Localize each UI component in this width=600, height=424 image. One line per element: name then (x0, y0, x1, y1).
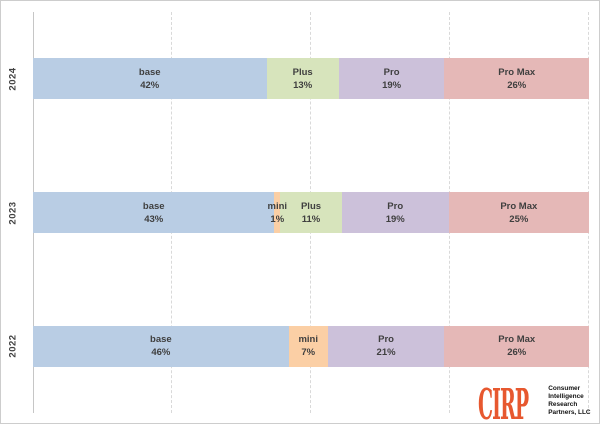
cirp-logo-text: Consumer Intelligence Research Partners,… (549, 385, 591, 417)
plot-area: base 42% Plus 13% Pro 19% Pro Max 26% base 43% min… (33, 12, 589, 413)
segment-value: 43% (144, 213, 164, 225)
cirp-logo-text-line: Partners, LLC (548, 409, 591, 416)
segment-value: 7% (301, 347, 316, 359)
segment-label: Pro 21% (377, 333, 396, 359)
segment-label: Pro Max 26% (498, 333, 535, 359)
cirp-logo-text-line: Research (548, 401, 578, 408)
segment-name: mini (267, 200, 288, 212)
segment-name: Pro (387, 200, 404, 212)
segment-label: mini 7% (298, 333, 318, 359)
segment-label: base 42% (139, 66, 161, 92)
segment-name: Pro (383, 66, 400, 78)
bar-row-2023: base 43% mini 1% Plus 11% Pro 19% Pro Max 25% (33, 192, 589, 233)
category-label-2023: 2023 (7, 200, 19, 225)
segment-name: base (142, 200, 165, 212)
bar-segment-pro (327, 325, 445, 367)
segment-name: Pro Max (500, 200, 538, 212)
bar-segment-base (33, 325, 289, 367)
cirp-logo: CIRP Consumer Intelligence Research Part… (478, 383, 591, 424)
bar-segment-plus (266, 58, 339, 100)
bar-segment-pro-max (444, 58, 589, 100)
segment-value: 11% (301, 213, 321, 225)
segment-name: mini (298, 334, 318, 346)
segment-label: base 43% (143, 200, 165, 226)
segment-label: Pro 19% (382, 66, 401, 92)
segment-label: Plus 11% (301, 200, 321, 226)
segment-name: Pro Max (498, 66, 536, 78)
segment-value: 42% (140, 79, 160, 91)
bar-segment-mini (274, 192, 281, 233)
segment-name: base (150, 334, 172, 346)
category-label-2022: 2022 (7, 334, 19, 358)
segment-name: Pro Max (498, 334, 536, 346)
segment-label: Pro Max 26% (498, 66, 535, 92)
cirp-logo-wordmark: CIRP (478, 380, 529, 424)
segment-value: 21% (376, 347, 396, 359)
segment-value: 19% (385, 213, 405, 225)
segment-name: Plus (292, 66, 313, 78)
segment-label: base 46% (150, 333, 172, 359)
bar-segment-base (33, 58, 267, 100)
bar-segment-pro-max (444, 325, 589, 367)
bar-row-2022: base 46% mini 7% Pro 21% Pro Max 26% (33, 325, 589, 367)
bar-row-2024: base 42% Plus 13% Pro 19% Pro Max 26% (33, 58, 589, 100)
segment-label: Plus 13% (293, 66, 313, 92)
segment-value: 1% (270, 213, 285, 225)
cirp-logo-text-line: Intelligence (548, 393, 585, 400)
segment-value: 25% (509, 213, 529, 225)
segment-label: Pro Max 25% (500, 200, 537, 226)
segment-name: Pro (378, 334, 394, 346)
bar-segment-plus (280, 192, 342, 233)
bar-segment-pro-max (448, 192, 589, 233)
segment-label: mini 1% (268, 200, 288, 226)
cirp-logo-text-line: Consumer (548, 385, 581, 392)
bar-segment-pro (338, 58, 445, 100)
category-label-2024: 2024 (7, 67, 19, 91)
segment-name: base (138, 66, 161, 78)
segment-name: Plus (300, 200, 322, 212)
segment-value: 26% (507, 79, 527, 91)
segment-value: 46% (151, 347, 171, 359)
bar-segment-base (33, 192, 275, 233)
bar-segment-pro (341, 192, 449, 233)
segment-value: 19% (382, 79, 402, 91)
segment-value: 13% (293, 79, 313, 91)
segment-label: Pro 19% (386, 200, 405, 226)
segment-value: 26% (507, 347, 527, 359)
bar-segment-mini (288, 325, 328, 367)
